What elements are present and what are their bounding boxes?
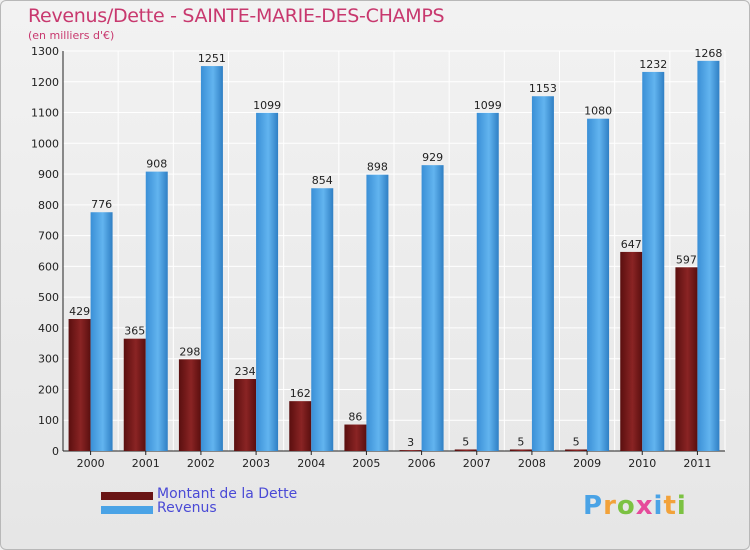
x-tick-label: 2008 [518, 457, 546, 470]
y-tick-label: 300 [38, 353, 59, 366]
y-tick-label: 0 [52, 445, 59, 458]
data-label: 854 [312, 174, 333, 187]
bar-revenus [311, 188, 334, 451]
bar-dette [509, 449, 532, 451]
x-tick-label: 2002 [187, 457, 215, 470]
y-tick-label: 900 [38, 168, 59, 181]
y-tick-label: 1000 [31, 137, 59, 150]
data-label: 597 [676, 253, 697, 266]
legend-swatch-revenus [101, 506, 153, 514]
bar-revenus [476, 112, 499, 451]
bar-revenus [642, 71, 665, 451]
y-tick-label: 1300 [31, 45, 59, 58]
data-label: 776 [91, 198, 112, 211]
bars [68, 60, 720, 452]
bar-revenus [90, 212, 113, 451]
bar-dette [399, 450, 422, 451]
data-label: 908 [146, 158, 167, 171]
data-label: 1268 [694, 47, 722, 60]
data-label: 5 [462, 435, 469, 448]
data-label: 3 [407, 436, 414, 449]
x-tick-label: 2009 [573, 457, 601, 470]
bar-dette [565, 449, 588, 451]
bar-revenus [421, 165, 444, 451]
x-tick-label: 2001 [132, 457, 160, 470]
bar-dette [289, 401, 312, 451]
data-label: 162 [290, 387, 311, 400]
bar-dette [234, 379, 257, 451]
data-label: 647 [621, 238, 642, 251]
bar-revenus [697, 60, 720, 451]
bar-revenus [145, 171, 168, 451]
y-tick-label: 800 [38, 199, 59, 212]
chart-subtitle: (en milliers d'€) [28, 29, 115, 42]
data-label: 1153 [529, 82, 557, 95]
data-label: 365 [124, 325, 145, 338]
data-label: 298 [179, 345, 200, 358]
data-label: 1099 [474, 99, 502, 112]
x-tick-label: 2011 [683, 457, 711, 470]
bar-dette [344, 424, 367, 451]
legend-label-dette: Montant de la Dette [157, 486, 298, 502]
logo-letter: t [663, 491, 677, 521]
bar-dette [68, 319, 91, 451]
proxiti-logo: Proxiti [583, 491, 687, 521]
bar-dette [178, 359, 201, 451]
data-labels: 429 776 365 908 298 1251 234 1099 162 854 86 898 3 92… [69, 47, 722, 449]
x-tick-label: 2010 [628, 457, 656, 470]
x-tick-label: 2007 [463, 457, 491, 470]
bar-dette [620, 251, 643, 451]
y-tick-label: 600 [38, 260, 59, 273]
y-tick-label: 700 [38, 230, 59, 243]
data-label: 429 [69, 305, 90, 318]
logo-letter: o [616, 491, 636, 521]
bar-revenus [587, 118, 610, 451]
legend-swatch-dette [101, 492, 153, 500]
y-tick-label: 200 [38, 383, 59, 396]
data-label: 5 [573, 435, 580, 448]
logo-letter: P [583, 491, 604, 521]
bar-revenus [366, 174, 389, 451]
y-tick-label: 1200 [31, 76, 59, 89]
bar-revenus [256, 112, 279, 451]
x-tick-label: 2003 [242, 457, 270, 470]
data-label: 1251 [198, 52, 226, 65]
bar-dette [123, 338, 146, 451]
logo-letter: i [676, 491, 687, 521]
bar-revenus [200, 66, 223, 452]
logo-letter: r [603, 491, 617, 521]
data-label: 1099 [253, 99, 281, 112]
y-tick-label: 500 [38, 291, 59, 304]
data-label: 898 [367, 161, 388, 174]
bar-dette [454, 449, 477, 451]
x-tick-label: 2004 [297, 457, 325, 470]
legend-label-revenus: Revenus [157, 500, 217, 516]
logo-letter: x [635, 491, 654, 521]
x-tick-label: 2000 [77, 457, 105, 470]
data-label: 1232 [639, 58, 667, 71]
y-tick-label: 100 [38, 414, 59, 427]
x-tick-label: 2005 [352, 457, 380, 470]
y-tick-label: 1100 [31, 107, 59, 120]
chart-title: Revenus/Dette - SAINTE-MARIE-DES-CHAMPS [28, 5, 445, 27]
logo-letter: i [653, 491, 664, 521]
axes: 0 100 200 300 400 500 600 700 800 900 1000 1100 1200… [31, 45, 725, 470]
bar-dette [675, 267, 698, 451]
data-label: 5 [517, 435, 524, 448]
data-label: 86 [348, 411, 362, 424]
data-label: 929 [422, 151, 443, 164]
bar-revenus [531, 96, 554, 451]
x-tick-label: 2006 [408, 457, 436, 470]
y-tick-label: 400 [38, 322, 59, 335]
data-label: 234 [235, 365, 256, 378]
data-label: 1080 [584, 105, 612, 118]
